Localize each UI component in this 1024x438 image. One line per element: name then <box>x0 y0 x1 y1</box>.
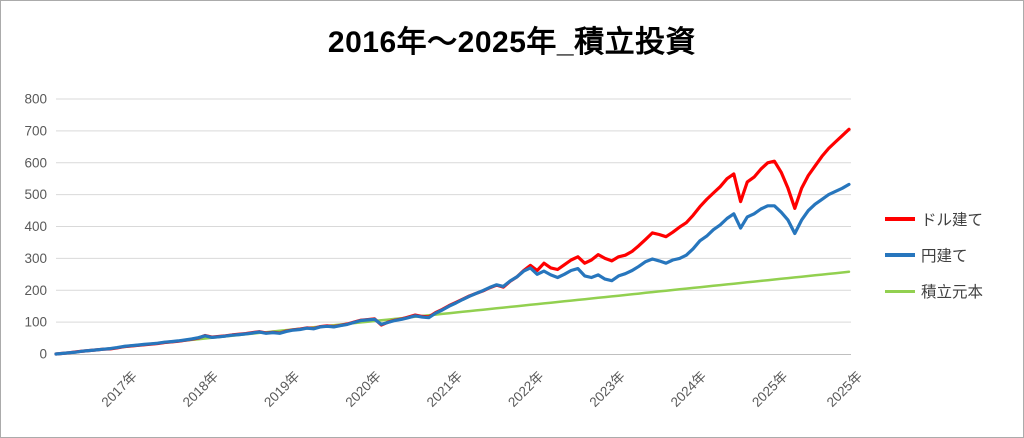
series-line-jpy <box>54 182 851 356</box>
y-axis-label: 800 <box>24 92 47 107</box>
legend-item-usd: ドル建て <box>885 201 983 237</box>
legend-swatch-principal <box>885 289 915 293</box>
y-axis-label: 0 <box>39 347 47 362</box>
legend-swatch-jpy <box>885 253 915 257</box>
x-axis-label: 2018年 <box>180 369 221 410</box>
y-axis-label: 500 <box>24 187 47 202</box>
y-axis-label: 400 <box>24 219 47 234</box>
legend-label-jpy: 円建て <box>921 248 968 265</box>
legend-item-principal: 積立元本 <box>885 273 983 309</box>
chart-title: 2016年～2025年_積立投資 <box>327 26 697 59</box>
x-axis-label: 2022年 <box>505 369 546 410</box>
y-axis-label: 700 <box>24 123 47 138</box>
x-axis-label: 2025年 <box>749 369 790 410</box>
legend-label-principal: 積立元本 <box>921 284 984 301</box>
x-axis-label: 2021年 <box>424 369 465 410</box>
legend: ドル建て 円建て 積立元本 <box>885 201 983 309</box>
x-axis-label: 2025年 <box>824 369 865 410</box>
x-axis-label: 2020年 <box>343 369 384 410</box>
y-axis-label: 300 <box>24 251 47 266</box>
y-axis-label: 200 <box>24 283 47 298</box>
legend-swatch-usd <box>885 217 915 221</box>
x-axis-label: 2019年 <box>261 369 302 410</box>
x-axis-label: 2023年 <box>587 369 628 410</box>
x-axis-label: 2024年 <box>668 369 709 410</box>
legend-label-usd: ドル建て <box>921 212 984 229</box>
y-axis-label: 100 <box>24 315 47 330</box>
x-axis-label: 2017年 <box>99 369 140 410</box>
y-axis-label: 600 <box>24 155 47 170</box>
legend-item-jpy: 円建て <box>885 237 983 273</box>
